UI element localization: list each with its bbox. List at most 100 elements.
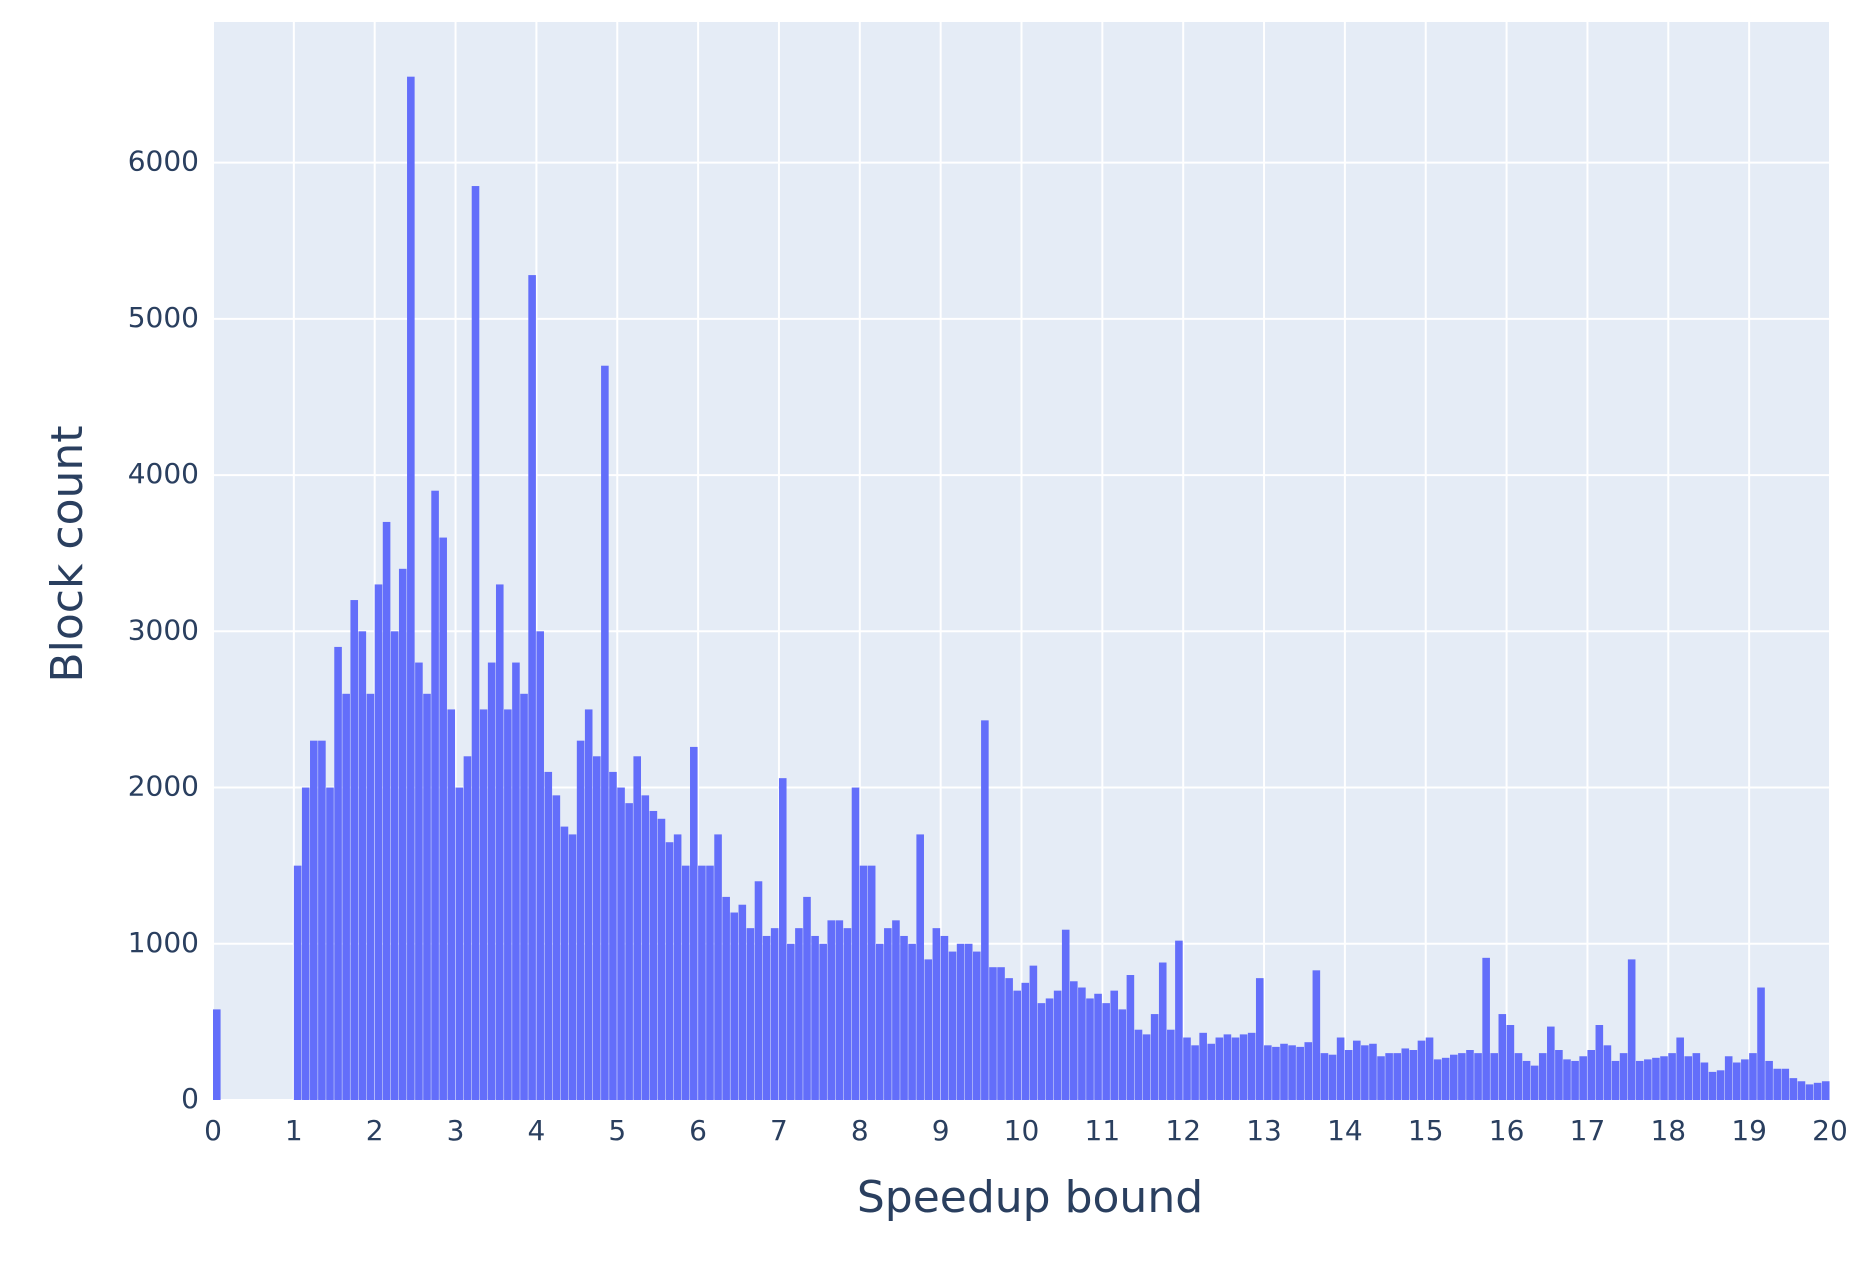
bar xyxy=(884,928,892,1100)
bar xyxy=(1037,1003,1046,1100)
bar xyxy=(997,967,1005,1100)
bar xyxy=(1094,993,1102,1100)
bar xyxy=(398,568,407,1100)
bar xyxy=(1547,1026,1555,1100)
bar xyxy=(1369,1043,1377,1100)
x-tick-label: 7 xyxy=(770,1114,788,1147)
bar xyxy=(326,787,334,1100)
bar xyxy=(714,834,722,1100)
bar xyxy=(213,1009,221,1100)
bar xyxy=(803,896,811,1100)
bar xyxy=(1813,1082,1822,1100)
bar xyxy=(318,740,326,1100)
bar xyxy=(1749,1053,1757,1100)
bar xyxy=(1247,1032,1256,1100)
bar xyxy=(528,275,536,1100)
bar xyxy=(698,865,706,1100)
bar xyxy=(1490,1053,1499,1100)
bar xyxy=(366,693,375,1100)
bar xyxy=(1045,998,1054,1100)
bar xyxy=(811,935,819,1100)
bar xyxy=(431,490,439,1100)
bar xyxy=(487,662,496,1100)
bar xyxy=(1377,1056,1385,1100)
bar xyxy=(310,740,318,1100)
bar xyxy=(1530,1065,1539,1100)
bar xyxy=(1474,1053,1482,1100)
bar xyxy=(665,842,674,1100)
bar xyxy=(1587,1050,1596,1100)
y-axis-title: Block count xyxy=(42,425,93,682)
bar xyxy=(1805,1084,1814,1100)
bar xyxy=(1684,1056,1693,1100)
bar xyxy=(1732,1062,1741,1100)
bar xyxy=(1312,970,1321,1100)
bar xyxy=(1781,1068,1790,1100)
bar xyxy=(746,928,755,1100)
bar xyxy=(382,521,391,1100)
y-tick-label: 3000 xyxy=(128,613,199,646)
bar xyxy=(584,709,593,1100)
y-tick-label: 1000 xyxy=(128,926,199,959)
bar xyxy=(673,834,682,1100)
bar xyxy=(1789,1078,1798,1100)
bar xyxy=(1458,1053,1466,1100)
x-tick-label: 0 xyxy=(204,1114,222,1147)
bar xyxy=(1288,1045,1296,1100)
bar xyxy=(560,826,569,1100)
bar xyxy=(512,662,520,1100)
bar xyxy=(1611,1060,1620,1100)
bar xyxy=(1579,1056,1587,1100)
bar xyxy=(1393,1053,1401,1100)
y-tick-label: 2000 xyxy=(128,770,199,803)
bar xyxy=(301,787,310,1100)
x-tick-label: 4 xyxy=(527,1114,545,1147)
bar xyxy=(1506,1025,1515,1100)
x-tick-label: 1 xyxy=(285,1114,303,1147)
bar xyxy=(536,631,544,1100)
bar xyxy=(447,709,456,1100)
bar xyxy=(1741,1059,1749,1100)
bar xyxy=(1765,1060,1773,1100)
y-tick-label: 4000 xyxy=(128,457,199,490)
bar xyxy=(1401,1048,1410,1100)
bar xyxy=(1134,1029,1143,1100)
bar xyxy=(1215,1037,1224,1100)
bar xyxy=(1223,1034,1232,1100)
bar xyxy=(1061,929,1070,1100)
bar xyxy=(1336,1037,1345,1100)
bar xyxy=(738,904,747,1100)
bar xyxy=(690,746,698,1100)
bar xyxy=(1328,1054,1337,1100)
bar xyxy=(819,943,827,1100)
bar xyxy=(1239,1034,1248,1100)
bar xyxy=(964,943,973,1100)
bar xyxy=(463,756,472,1100)
bar xyxy=(1183,1037,1191,1100)
bar xyxy=(1498,1014,1507,1100)
bar xyxy=(479,709,488,1100)
bar xyxy=(1255,978,1264,1100)
bar xyxy=(1417,1040,1426,1100)
bar xyxy=(1724,1056,1733,1100)
bar xyxy=(415,662,423,1100)
bar xyxy=(795,928,803,1100)
x-tick-label: 8 xyxy=(851,1114,869,1147)
bar xyxy=(1441,1057,1450,1100)
bar xyxy=(1538,1053,1547,1100)
bar xyxy=(1555,1050,1563,1100)
bar xyxy=(1676,1037,1684,1100)
bar xyxy=(1482,957,1490,1100)
bar xyxy=(495,584,504,1100)
bar xyxy=(657,818,666,1100)
bar xyxy=(1361,1045,1369,1100)
bar xyxy=(956,943,965,1100)
bar xyxy=(1126,975,1135,1100)
bar xyxy=(617,787,625,1100)
bar xyxy=(1425,1037,1434,1100)
bar xyxy=(568,834,577,1100)
bar xyxy=(754,881,763,1100)
bar xyxy=(455,787,464,1100)
bar xyxy=(681,865,690,1100)
bar xyxy=(1118,1009,1127,1100)
